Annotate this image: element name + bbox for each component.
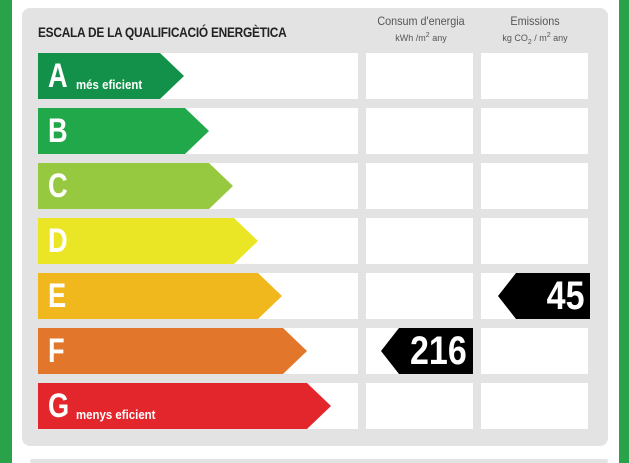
- class-arrow-c: C: [38, 163, 233, 209]
- class-arrow-f: F: [38, 328, 307, 374]
- energy-rating-tag: 216: [381, 328, 473, 374]
- scale-title: ESCALA DE LA QUALIFICACIÓ ENERGÈTICA: [38, 24, 287, 40]
- emissions-column-label: Emissions: [510, 14, 560, 28]
- energy-cell-e: [366, 273, 473, 319]
- class-arrow-e: E: [38, 273, 282, 319]
- emissions-cell-f: [481, 328, 588, 374]
- energy-column-header: Consum d'energia kWh /m2 any: [366, 14, 476, 43]
- emissions-rating-tag: 45: [498, 273, 590, 319]
- emissions-cell-d: [481, 218, 588, 264]
- emissions-cell-b: [481, 108, 588, 154]
- energy-column-unit: kWh /m2 any: [395, 32, 447, 43]
- energy-column-label: Consum d'energia: [377, 14, 465, 28]
- class-letter: C: [48, 167, 68, 205]
- frame-right-border: [619, 0, 629, 463]
- class-letter: F: [48, 332, 65, 370]
- energy-cell-g: [366, 383, 473, 429]
- energy-cell-c: [366, 163, 473, 209]
- emissions-cell-g: [481, 383, 588, 429]
- bottom-divider: [30, 459, 608, 463]
- emissions-cell-c: [481, 163, 588, 209]
- energy-cell-a: [366, 53, 473, 99]
- class-letter: G: [48, 387, 70, 425]
- energy-rating-tag-value: 216: [410, 329, 467, 373]
- class-note: menys eficient: [76, 407, 156, 422]
- emissions-rating-tag-value: 45: [546, 274, 584, 318]
- class-letter: A: [48, 57, 68, 95]
- class-note: més eficient: [76, 77, 143, 92]
- frame-left-border: [0, 0, 12, 463]
- class-arrow-b: B: [38, 108, 209, 154]
- class-letter: E: [48, 277, 67, 315]
- energy-cell-d: [366, 218, 473, 264]
- class-letter: B: [48, 112, 68, 150]
- emissions-column-unit: kg CO2 / m2 any: [502, 32, 568, 46]
- emissions-column-header: Emissions kg CO2 / m2 any: [480, 14, 590, 46]
- energy-cell-b: [366, 108, 473, 154]
- class-arrow-d: D: [38, 218, 258, 264]
- emissions-cell-a: [481, 53, 588, 99]
- class-letter: D: [48, 222, 68, 260]
